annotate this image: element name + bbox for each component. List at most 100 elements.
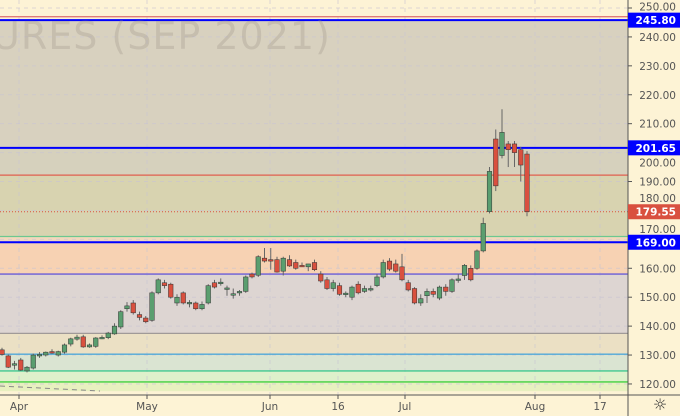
candle (86, 343, 93, 348)
candle-body (136, 314, 143, 318)
candle-body (30, 354, 36, 369)
candle-body (155, 279, 161, 294)
candle-body (355, 283, 361, 294)
candle-body (211, 282, 218, 288)
candle-body (105, 332, 111, 338)
time-tick-label: Jul (398, 401, 412, 413)
candle-body (18, 359, 24, 371)
price-badge-bg (628, 140, 680, 156)
candle-body (99, 337, 105, 340)
candle-body (249, 273, 255, 278)
candle-body (399, 266, 405, 281)
settings-gear-icon[interactable]: ☼ (652, 395, 668, 414)
candle (393, 259, 399, 273)
candle (418, 294, 424, 306)
candle-body (349, 286, 355, 298)
candle (255, 255, 261, 277)
candle (249, 272, 255, 279)
candle (161, 279, 168, 289)
candle-body (236, 291, 243, 294)
candle-body (486, 171, 493, 212)
candle-body (493, 138, 499, 187)
candle (486, 167, 493, 214)
candle (124, 302, 130, 312)
level-band (0, 354, 628, 371)
candle-body (68, 338, 74, 345)
candle (143, 315, 149, 324)
price-badge-label: 245.80 (635, 15, 676, 27)
candle-body (380, 262, 386, 278)
candle (468, 265, 474, 282)
candle (243, 275, 249, 293)
candle-body (143, 317, 149, 323)
candle (168, 282, 174, 299)
candle (193, 301, 199, 311)
candle-body (499, 132, 505, 156)
candle-body (174, 296, 180, 304)
candle (18, 357, 24, 371)
candle (324, 276, 330, 290)
candle (199, 301, 205, 311)
candle (361, 285, 368, 293)
candle (230, 288, 236, 299)
candle (443, 284, 449, 296)
candle-body (243, 276, 249, 292)
candle-body (430, 291, 436, 295)
candle-body (274, 259, 280, 273)
candle-body (149, 292, 155, 321)
candle-body (130, 302, 136, 314)
candle-body (524, 153, 530, 212)
candle (93, 337, 99, 348)
candle-body (180, 292, 186, 304)
candle-body (511, 143, 518, 153)
candle-body (49, 351, 55, 354)
level-band (0, 370, 628, 382)
candle (430, 288, 436, 298)
candle-body (343, 292, 349, 295)
candle (236, 289, 243, 296)
candle-body (405, 282, 411, 291)
candle (399, 253, 405, 282)
candle (455, 274, 461, 283)
candle-body (74, 336, 80, 340)
candle (518, 146, 524, 182)
time-axis (0, 395, 680, 416)
candle-body (518, 149, 524, 166)
price-tick-label: 170.00 (639, 224, 676, 236)
candle-body (361, 288, 368, 292)
candle-body (24, 366, 30, 372)
candle (436, 285, 443, 301)
candle-body (411, 288, 418, 304)
candle (180, 291, 186, 305)
candle (211, 279, 218, 289)
candle-body (480, 223, 486, 252)
candle (186, 300, 193, 308)
candle-body (168, 283, 174, 298)
price-tick-label: 200.00 (639, 157, 676, 169)
price-tick-label: 140.00 (639, 321, 676, 333)
candle-body (443, 286, 449, 292)
candle-body (368, 288, 374, 291)
time-tick-label: Aug (525, 401, 546, 413)
candle (374, 274, 380, 288)
candle (55, 350, 61, 357)
candle-body (505, 143, 511, 150)
price-badge-bg (628, 12, 680, 28)
candle-body (336, 285, 343, 295)
price-tick-label: 180.00 (639, 193, 676, 205)
candle-body (418, 298, 424, 304)
price-tick-label: 190.00 (639, 177, 676, 189)
price-tick-label: 230.00 (639, 61, 676, 73)
candle-body (193, 302, 199, 310)
candle (280, 256, 286, 276)
candle (318, 271, 324, 283)
candle-body (293, 262, 299, 269)
candle (480, 217, 486, 253)
price-tick-label: 150.00 (639, 292, 676, 304)
level-band (0, 333, 628, 355)
price-tick-label: 210.00 (639, 119, 676, 131)
candle (449, 278, 455, 293)
candle (311, 259, 318, 272)
candle (343, 291, 349, 298)
